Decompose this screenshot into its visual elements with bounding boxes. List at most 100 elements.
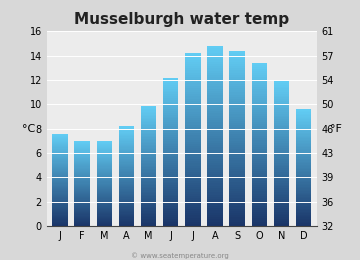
Bar	[75, 186, 90, 187]
Bar	[52, 196, 68, 197]
Bar	[96, 167, 112, 169]
Bar	[52, 175, 68, 177]
Bar	[141, 113, 156, 115]
Bar	[163, 89, 179, 90]
Bar	[296, 179, 311, 181]
Bar	[96, 174, 112, 175]
Bar	[252, 190, 267, 192]
Bar	[207, 217, 223, 219]
Bar	[185, 90, 201, 92]
Bar	[75, 216, 90, 217]
Bar	[163, 178, 179, 180]
Bar	[75, 145, 90, 146]
Bar	[96, 206, 112, 207]
Bar	[52, 202, 68, 203]
Bar	[229, 68, 245, 70]
Bar	[252, 214, 267, 216]
Bar	[274, 96, 289, 98]
Bar	[163, 79, 179, 81]
Bar	[229, 53, 245, 55]
Bar	[185, 179, 201, 181]
Bar	[185, 116, 201, 118]
Bar	[207, 132, 223, 134]
Bar	[274, 118, 289, 119]
Bar	[274, 105, 289, 107]
Bar	[52, 174, 68, 175]
Bar	[141, 130, 156, 131]
Bar	[185, 192, 201, 194]
Bar	[296, 225, 311, 226]
Bar	[52, 138, 68, 139]
Bar	[52, 223, 68, 224]
Bar	[119, 174, 134, 175]
Bar	[207, 202, 223, 204]
Bar	[163, 85, 179, 87]
Bar	[229, 169, 245, 171]
Bar	[252, 142, 267, 145]
Bar	[185, 60, 201, 62]
Bar	[229, 167, 245, 169]
Bar	[207, 190, 223, 192]
Bar	[119, 185, 134, 186]
Bar	[52, 185, 68, 186]
Bar	[75, 178, 90, 179]
Bar	[252, 161, 267, 163]
Bar	[75, 171, 90, 172]
Bar	[252, 208, 267, 210]
Bar	[52, 187, 68, 188]
Bar	[296, 201, 311, 203]
Bar	[75, 163, 90, 164]
Bar	[141, 119, 156, 121]
Bar	[274, 123, 289, 125]
Bar	[96, 186, 112, 187]
Bar	[252, 98, 267, 100]
Bar	[52, 180, 68, 181]
Bar	[274, 135, 289, 137]
Bar	[119, 212, 134, 214]
Bar	[185, 157, 201, 159]
Bar	[52, 197, 68, 198]
Bar	[229, 185, 245, 187]
Bar	[274, 165, 289, 166]
Bar	[185, 190, 201, 192]
Bar	[52, 145, 68, 146]
Bar	[119, 200, 134, 201]
Bar	[252, 173, 267, 175]
Bar	[52, 211, 68, 212]
Bar	[296, 118, 311, 119]
Bar	[75, 179, 90, 180]
Bar	[185, 75, 201, 77]
Bar	[119, 151, 134, 153]
Bar	[229, 182, 245, 185]
Bar	[141, 205, 156, 207]
Bar	[296, 169, 311, 171]
Bar	[163, 167, 179, 168]
Bar	[185, 218, 201, 220]
Bar	[296, 128, 311, 130]
Bar	[96, 184, 112, 185]
Bar	[141, 139, 156, 140]
Bar	[296, 185, 311, 187]
Bar	[163, 219, 179, 221]
Bar	[274, 197, 289, 199]
Bar	[229, 57, 245, 60]
Bar	[229, 189, 245, 191]
Bar	[75, 150, 90, 151]
Bar	[296, 138, 311, 140]
Bar	[119, 221, 134, 223]
Bar	[52, 159, 68, 160]
Bar	[229, 158, 245, 160]
Bar	[163, 185, 179, 187]
Bar	[229, 86, 245, 88]
Bar	[185, 120, 201, 122]
Bar	[296, 220, 311, 222]
Bar	[274, 204, 289, 206]
Bar	[52, 191, 68, 193]
Bar	[52, 214, 68, 216]
Bar	[274, 125, 289, 127]
Bar	[96, 212, 112, 213]
Bar	[207, 156, 223, 159]
Bar	[185, 94, 201, 96]
Bar	[207, 210, 223, 213]
Bar	[96, 202, 112, 203]
